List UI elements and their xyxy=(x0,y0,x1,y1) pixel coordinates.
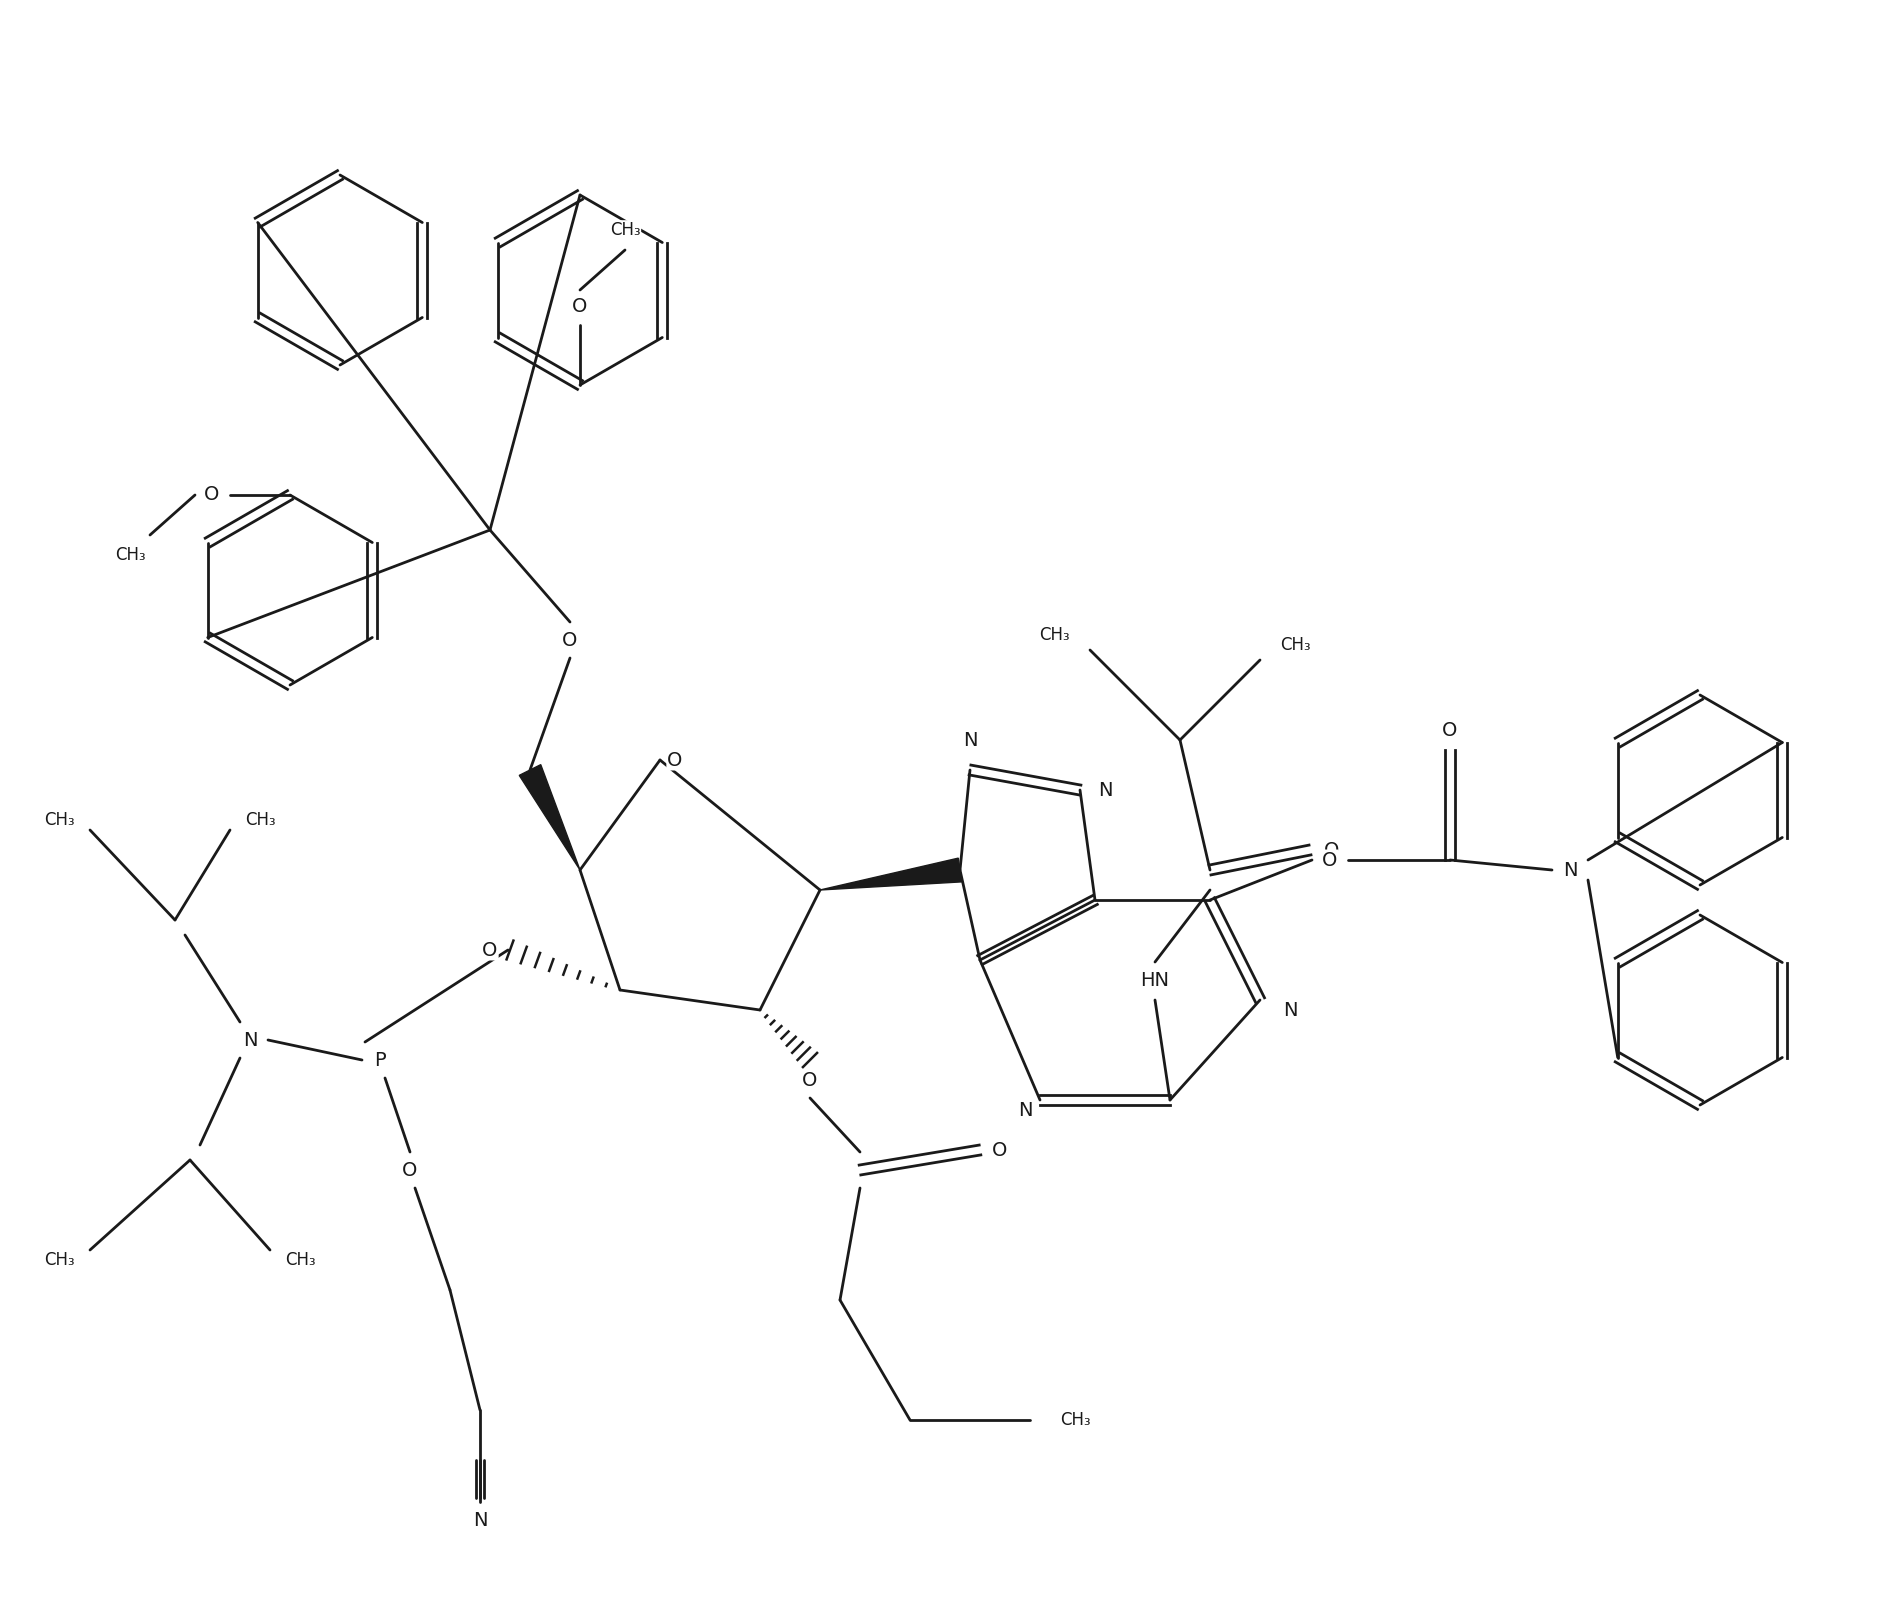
Text: CH₃: CH₃ xyxy=(284,1251,316,1269)
Text: N: N xyxy=(1018,1101,1033,1119)
Text: N: N xyxy=(472,1510,487,1530)
Text: CH₃: CH₃ xyxy=(116,546,146,564)
Text: O: O xyxy=(1442,721,1457,740)
Text: N: N xyxy=(1283,1001,1298,1019)
Text: O: O xyxy=(802,1070,817,1090)
Text: CH₃: CH₃ xyxy=(44,811,76,829)
Text: N: N xyxy=(243,1030,258,1049)
Text: N: N xyxy=(963,730,978,750)
Text: O: O xyxy=(667,751,682,769)
Text: HN: HN xyxy=(1141,970,1169,990)
Text: O: O xyxy=(402,1161,417,1180)
Text: P: P xyxy=(373,1051,387,1069)
Text: O: O xyxy=(205,485,220,505)
Text: O: O xyxy=(993,1141,1008,1159)
Text: O: O xyxy=(1325,840,1340,859)
Text: CH₃: CH₃ xyxy=(1279,637,1311,654)
Polygon shape xyxy=(821,858,961,890)
Text: O: O xyxy=(572,298,587,316)
Text: O: O xyxy=(563,630,578,650)
Text: CH₃: CH₃ xyxy=(244,811,275,829)
Text: CH₃: CH₃ xyxy=(44,1251,76,1269)
Text: O: O xyxy=(483,940,498,959)
Text: N: N xyxy=(1563,861,1577,880)
Text: CH₃: CH₃ xyxy=(1038,625,1071,645)
Text: CH₃: CH₃ xyxy=(610,221,641,239)
Text: CH₃: CH₃ xyxy=(1059,1410,1092,1428)
Text: O: O xyxy=(1323,851,1338,869)
Polygon shape xyxy=(519,764,580,870)
Text: N: N xyxy=(1097,780,1112,800)
